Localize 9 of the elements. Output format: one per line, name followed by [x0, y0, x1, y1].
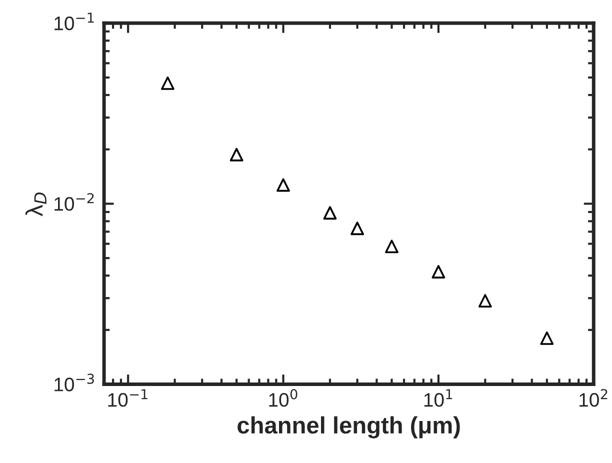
y-tick-label: 10$^{−3}$: [54, 374, 94, 392]
x-tick-label: 10$^{−1}$: [108, 389, 148, 407]
y-axis-title: λ$_{D}$: [25, 192, 46, 216]
x-tick-label: 10$^{0}$: [269, 389, 298, 407]
y-tick-label: 10$^{−2}$: [54, 193, 94, 211]
y-tick-label: 10$^{−1}$: [54, 12, 94, 30]
x-axis-title: channel length (μm): [238, 416, 460, 438]
x-tick-label: 10$^{2}$: [580, 389, 608, 407]
x-tick-label: 10$^{1}$: [424, 389, 452, 407]
